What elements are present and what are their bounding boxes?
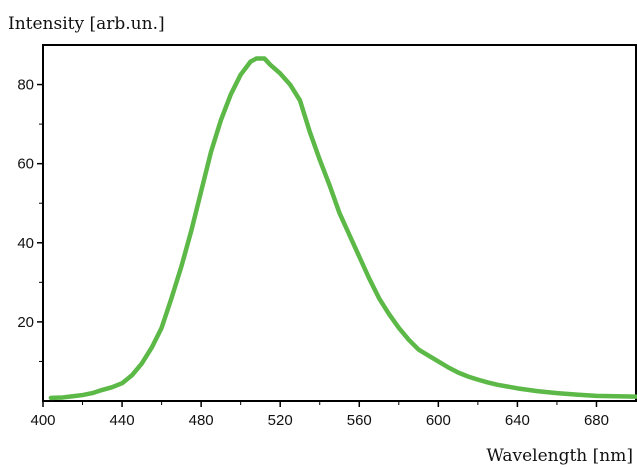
y-tick-label: 80: [17, 77, 34, 94]
y-axis-title: Intensity [arb.un.]: [8, 14, 165, 34]
x-axis-title: Wavelength [nm]: [486, 446, 633, 466]
x-tick-label: 680: [584, 412, 609, 429]
x-tick-label: 640: [505, 412, 530, 429]
series-line-0: [48, 56, 637, 401]
x-tick-label: 560: [347, 412, 372, 429]
x-tick-label: 520: [268, 412, 293, 429]
x-tick-label: 480: [189, 412, 214, 429]
x-tick-label: 600: [426, 412, 451, 429]
y-tick-label: 40: [17, 235, 34, 252]
y-tick-label: 60: [17, 156, 34, 173]
y-tick-label: 20: [17, 314, 34, 331]
plot-marks: 400 440 480 520 560 600 640 680 20 40 60 80: [17, 44, 637, 429]
plot-frame: [42, 44, 637, 402]
x-tick-label: 400: [30, 412, 55, 429]
x-tick-label: 440: [110, 412, 135, 429]
